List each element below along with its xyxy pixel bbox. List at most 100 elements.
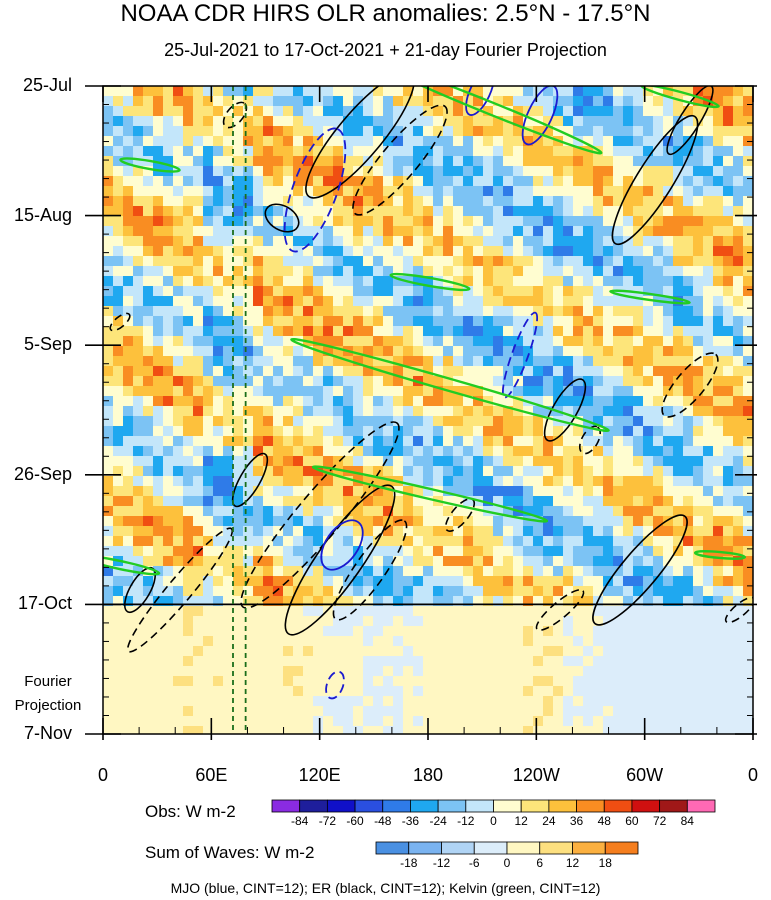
heat-cell [123,186,133,196]
heat-cell [563,196,573,206]
heat-cell [433,636,443,646]
heat-cell [663,126,673,136]
heat-cell [203,596,213,606]
heat-cell [323,436,333,446]
heat-cell [333,316,343,326]
heat-cell [193,326,203,336]
heat-cell [193,306,203,316]
heat-cell [403,126,413,136]
heat-cell [223,356,233,366]
heat-cell [683,596,693,606]
heat-cell [613,686,623,696]
heat-cell [493,566,503,576]
heat-cell [633,526,643,536]
heat-cell [633,126,643,136]
heat-cell [613,196,623,206]
heat-cell [453,416,463,426]
heat-cell [533,616,543,626]
heat-cell [193,526,203,536]
heat-cell [573,216,583,226]
heat-cell [153,156,163,166]
heat-cell [373,166,383,176]
heat-cell [463,696,473,706]
heat-cell [273,146,283,156]
heat-cell [323,706,333,716]
heat-cell [663,586,673,596]
heat-cell [563,436,573,446]
heat-cell [113,176,123,186]
heat-cell [623,676,633,686]
heat-cell [443,346,453,356]
heat-cell [243,256,253,266]
heat-cell [163,416,173,426]
heat-cell [333,636,343,646]
heat-cell [663,296,673,306]
heat-cell [583,466,593,476]
heat-cell [483,676,493,686]
heat-cell [693,656,703,666]
heat-cell [613,466,623,476]
heat-cell [533,676,543,686]
heat-cell [523,606,533,616]
heat-cell [643,166,653,176]
heat-cell [193,106,203,116]
heat-cell [253,216,263,226]
heat-cell [473,146,483,156]
heat-cell [453,186,463,196]
heat-cell [113,496,123,506]
heat-cell [443,626,453,636]
heat-cell [403,216,413,226]
heat-cell [443,406,453,416]
heat-cell [503,396,513,406]
heat-cell [633,236,643,246]
heat-cell [493,556,503,566]
heat-cell [323,346,333,356]
heat-cell [703,186,713,196]
heat-cell [443,596,453,606]
heat-cell [173,496,183,506]
heat-cell [543,676,553,686]
heat-cell [493,466,503,476]
heat-cell [553,496,563,506]
heat-cell [643,286,653,296]
heat-cell [123,396,133,406]
heat-cell [373,386,383,396]
heat-cell [613,116,623,126]
heat-cell [123,96,133,106]
heat-cell [173,526,183,536]
heat-cell [473,606,483,616]
heat-cell [313,546,323,556]
waves-colorbar-swatch [473,841,508,855]
heat-cell [283,466,293,476]
heat-cell [283,346,293,356]
heat-cell [613,596,623,606]
heat-cell [453,306,463,316]
heat-cell [103,586,113,596]
heat-cell [733,676,743,686]
heat-cell [103,96,113,106]
heat-cell [323,636,333,646]
heat-cell [653,96,663,106]
heat-cell [513,556,523,566]
heat-cell [713,156,723,166]
heat-cell [343,406,353,416]
heat-cell [703,446,713,456]
heat-cell [403,396,413,406]
heat-cell [703,616,713,626]
heat-cell [443,536,453,546]
heat-cell [633,336,643,346]
heat-cell [343,606,353,616]
heat-cell [473,226,483,236]
heat-cell [353,316,363,326]
heat-cell [333,666,343,676]
heat-cell [443,316,453,326]
heat-cell [213,516,223,526]
heat-cell [553,696,563,706]
heat-cell [533,176,543,186]
heat-cell [213,136,223,146]
heat-cell [173,376,183,386]
heat-cell [553,426,563,436]
heat-cell [733,316,743,326]
heat-cell [373,236,383,246]
heat-cell [743,686,753,696]
